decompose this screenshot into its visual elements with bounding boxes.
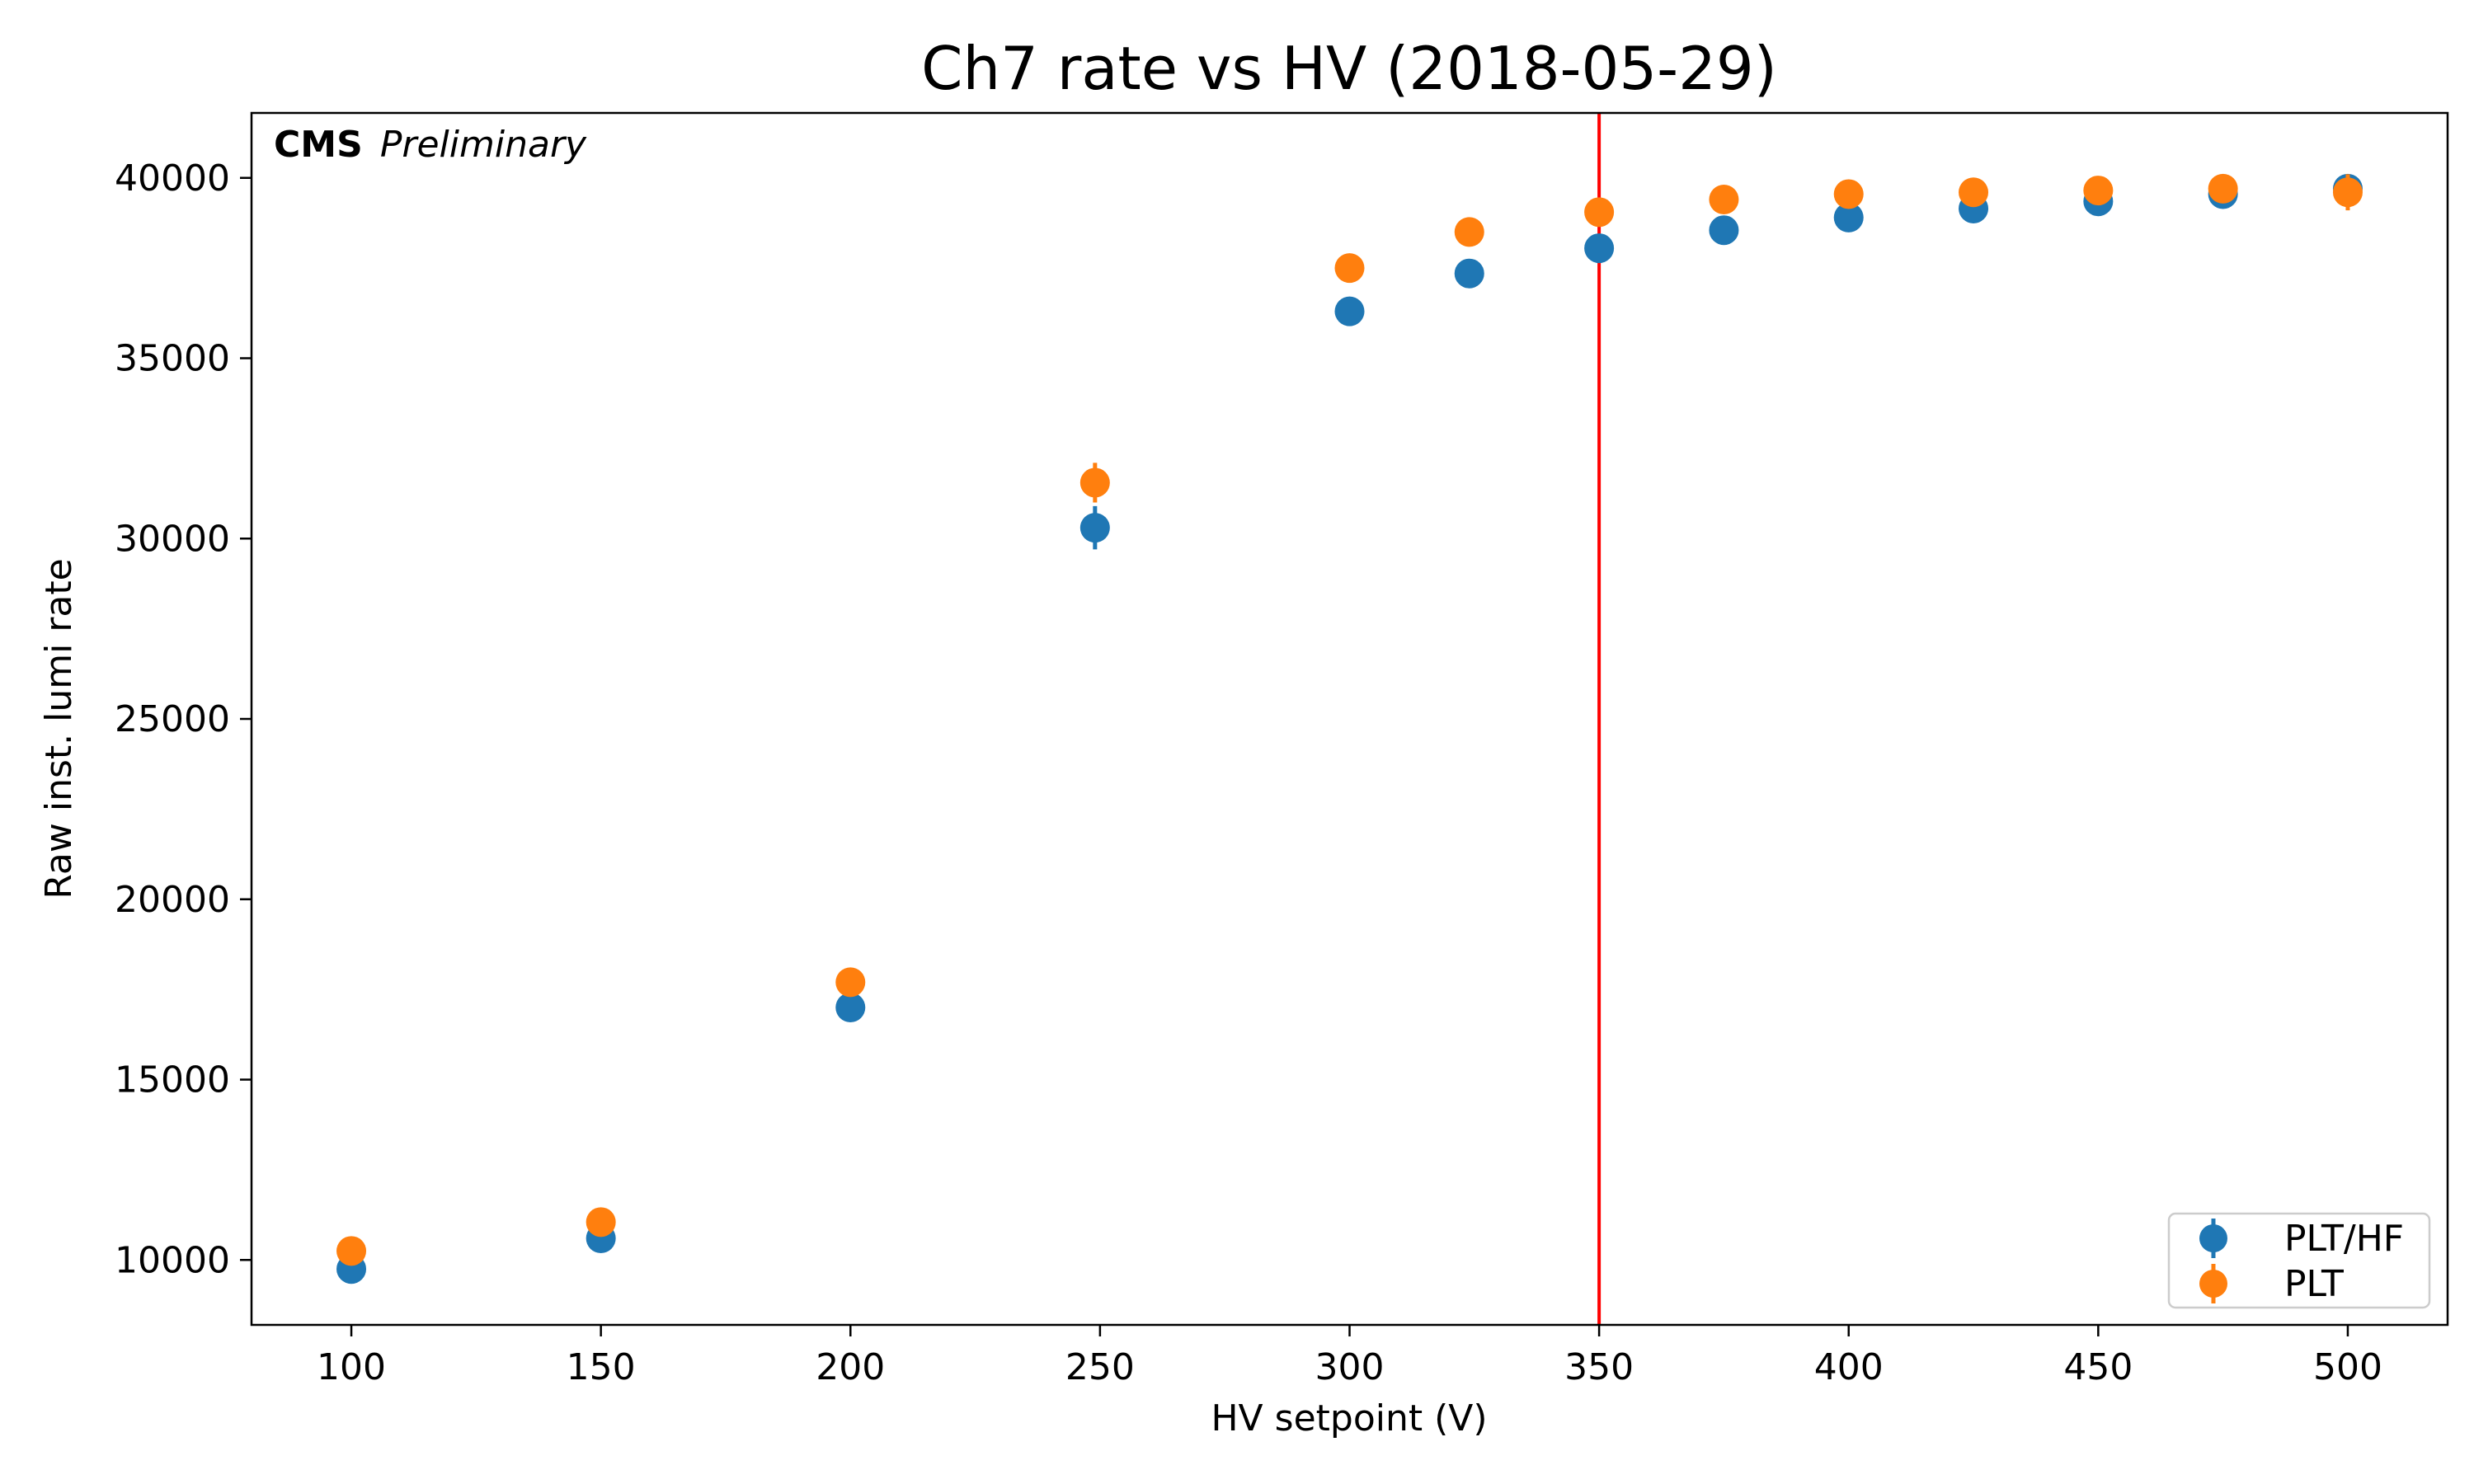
x-tick-label: 350 xyxy=(1564,1346,1634,1388)
y-tick-label: 40000 xyxy=(115,157,230,200)
data-point xyxy=(1833,179,1864,209)
x-tick-label: 500 xyxy=(2313,1346,2382,1388)
data-point xyxy=(1584,233,1615,264)
y-tick-label: 25000 xyxy=(115,698,230,740)
y-tick-label: 30000 xyxy=(115,518,230,560)
plot-area xyxy=(336,113,2363,1325)
data-point xyxy=(2083,176,2114,206)
y-tick-label: 10000 xyxy=(115,1239,230,1281)
data-point xyxy=(1709,185,1739,214)
data-point xyxy=(1584,197,1615,228)
data-point xyxy=(1334,296,1365,326)
cms-label: CMS xyxy=(274,124,363,166)
cms-preliminary-label: CMS Preliminary xyxy=(274,124,587,166)
series-1 xyxy=(336,173,2363,1266)
y-tick-label: 15000 xyxy=(115,1059,230,1101)
x-tick-label: 200 xyxy=(816,1346,885,1388)
data-point xyxy=(2208,173,2238,204)
legend-label: PLT/HF xyxy=(2284,1218,2404,1260)
data-point xyxy=(1334,253,1365,284)
data-point xyxy=(2332,177,2363,208)
data-point xyxy=(835,993,866,1022)
axis-ticks: 100 150 200 250 300 350 400 450 500 10000 15000 200… xyxy=(115,111,2449,1388)
x-tick-label: 450 xyxy=(2063,1346,2133,1388)
x-tick-label: 150 xyxy=(567,1346,636,1388)
x-axis-label: HV setpoint (V) xyxy=(1211,1397,1487,1439)
data-point xyxy=(1079,467,1110,498)
preliminary-label: Preliminary xyxy=(380,124,587,166)
x-tick-label: 250 xyxy=(1065,1346,1135,1388)
data-point xyxy=(586,1207,616,1237)
data-point xyxy=(336,1236,367,1266)
x-tick-label: 100 xyxy=(317,1346,386,1388)
x-tick-label: 400 xyxy=(1814,1346,1884,1388)
legend-box xyxy=(2167,1212,2431,1309)
data-point xyxy=(1709,215,1739,246)
legend-marker xyxy=(2199,1270,2227,1298)
data-point xyxy=(835,967,866,998)
y-axis-label: Raw inst. lumi rate xyxy=(38,558,80,899)
data-point xyxy=(1454,258,1484,289)
data-point xyxy=(1454,217,1484,247)
data-point xyxy=(1959,177,1989,208)
y-tick-label: 35000 xyxy=(115,338,230,380)
y-tick-label: 20000 xyxy=(115,879,230,921)
legend-marker xyxy=(2199,1224,2227,1252)
data-point xyxy=(1079,513,1110,543)
legend-label: PLT xyxy=(2284,1263,2344,1305)
x-tick-label: 300 xyxy=(1315,1346,1385,1388)
chart-title: Ch7 rate vs HV (2018-05-29) xyxy=(921,34,1777,103)
data-point xyxy=(1833,202,1864,232)
